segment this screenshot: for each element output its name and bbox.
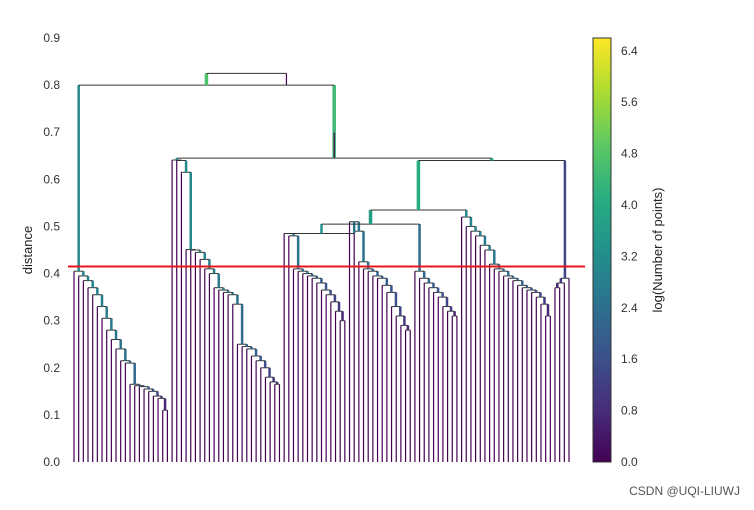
colorbar-tick-label: 0.0 <box>621 455 638 469</box>
colorbar-tick-label: 0.8 <box>621 404 638 418</box>
y-tick-label: 0.7 <box>43 125 60 139</box>
colorbar-gradient <box>592 37 612 463</box>
colorbar-tick-label: 1.6 <box>621 352 638 366</box>
colorbar-label: log(Number of points) <box>650 188 665 313</box>
watermark-text: CSDN @UQI-LIUWJ <box>629 484 740 498</box>
y-tick-label: 0.3 <box>43 314 60 328</box>
colorbar-tick-label: 4.8 <box>621 147 638 161</box>
colorbar-tick-label: 2.4 <box>621 301 638 315</box>
y-tick-label: 0.9 <box>43 31 60 45</box>
colorbar-tick-label: 5.6 <box>621 95 638 109</box>
colorbar-tick-label: 6.4 <box>621 44 638 58</box>
y-tick-label: 0.1 <box>43 408 60 422</box>
colorbar-tick-label: 3.2 <box>621 249 638 263</box>
y-tick-label: 0.8 <box>43 78 60 92</box>
y-tick-label: 0.2 <box>43 361 60 375</box>
colorbar-ticks: 0.0 0.8 1.6 2.4 3.2 4.0 4.8 5.6 6.4 <box>621 44 638 469</box>
colorbar-tick-label: 4.0 <box>621 198 638 212</box>
y-tick-label: 0.6 <box>43 172 60 186</box>
y-tick-label: 0.4 <box>43 267 60 281</box>
y-axis-label: distance <box>20 226 35 274</box>
colorbar: 0.0 0.8 1.6 2.4 3.2 4.0 4.8 5.6 6.4 log(Number o… <box>592 37 665 469</box>
y-tick-label: 0.5 <box>43 219 60 233</box>
dendrogram-links <box>73 72 570 462</box>
y-axis: 0.0 0.1 0.2 0.3 0.4 0.5 0.6 0.7 0.8 0.9 <box>43 31 60 469</box>
y-tick-label: 0.0 <box>43 455 60 469</box>
